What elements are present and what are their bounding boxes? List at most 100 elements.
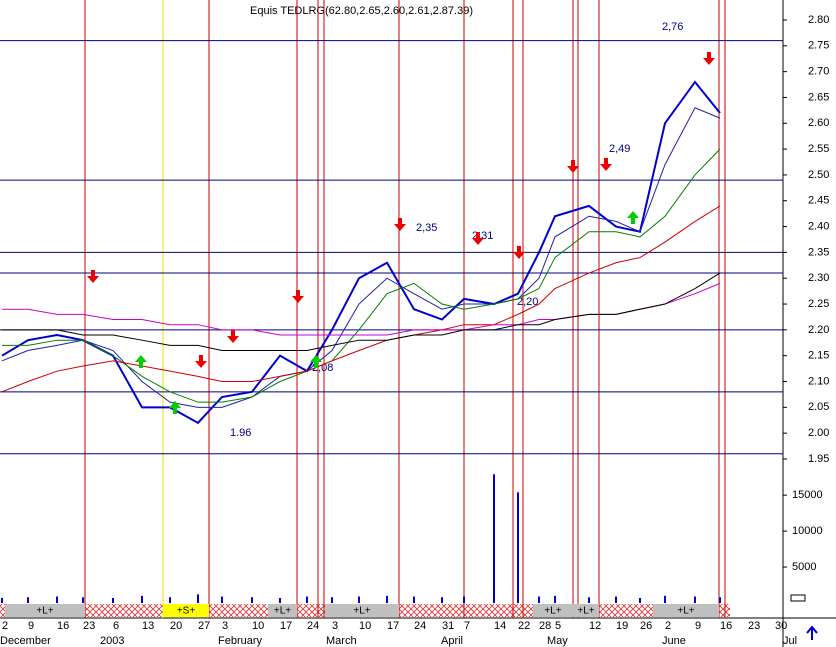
volume-bar [694, 596, 696, 603]
x-tick-label: 28 [539, 620, 551, 632]
volume-bar [615, 596, 617, 603]
y-tick-label: 2.65 [808, 91, 829, 103]
volume-bar [56, 596, 58, 603]
x-tick-label: 20 [170, 620, 182, 632]
y-tick-label: 2.40 [808, 220, 829, 232]
sell-arrow [195, 355, 207, 368]
volume-bar [141, 595, 143, 603]
y2-tick-label: 10000 [792, 525, 823, 537]
signal-label: +S+ [177, 606, 196, 617]
volume-bar [554, 595, 556, 603]
x-tick-label: 7 [464, 620, 470, 632]
volume-bar [441, 597, 443, 603]
y2-tick-label: 5000 [792, 561, 816, 573]
signal-box [325, 604, 399, 617]
x-tick-label: 30 [775, 620, 787, 632]
x-tick-label: 23 [83, 620, 95, 632]
month-label: December [0, 635, 51, 647]
y-tick-label: 2.35 [808, 246, 829, 258]
price-line [1, 80, 721, 425]
x-tick-label: 31 [442, 620, 454, 632]
volume-bar [221, 596, 223, 603]
volume-bar [279, 597, 281, 603]
x-tick-label: 12 [589, 620, 601, 632]
volume-bar [463, 596, 465, 603]
month-label: March [326, 635, 357, 647]
x-tick-label: 14 [494, 620, 506, 632]
x-tick-label: 9 [28, 620, 34, 632]
volume-bar [1, 597, 3, 603]
month-label: 2003 [100, 635, 124, 647]
month-label: May [547, 635, 568, 647]
x-tick-label: 17 [387, 620, 399, 632]
volume-bar [413, 596, 415, 603]
y-tick-label: 2.50 [808, 169, 829, 181]
x-tick-label: 2 [2, 620, 8, 632]
volume-bar [27, 597, 29, 603]
signal-label: +L+ [274, 606, 291, 617]
x-tick-label: 10 [359, 620, 371, 632]
volume-bar [493, 474, 495, 603]
x-tick-label: 16 [57, 620, 69, 632]
month-label: February [218, 635, 263, 647]
x-tick-label: 3 [222, 620, 228, 632]
x-tick-label: 16 [720, 620, 732, 632]
scroll-arrow[interactable] [806, 625, 818, 640]
buy-arrow [135, 355, 147, 368]
level-label: 2,35 [416, 222, 437, 234]
x-tick-label: 23 [748, 620, 760, 632]
y-tick-label: 1.95 [808, 453, 829, 465]
y-tick-label: 2.20 [808, 324, 829, 336]
x-tick-label: 6 [113, 620, 119, 632]
month-label: June [662, 635, 686, 647]
y-tick-label: 2.75 [808, 40, 829, 52]
signal-box [268, 604, 297, 617]
y-tick-label: 2.15 [808, 350, 829, 362]
x-tick-label: 24 [414, 620, 426, 632]
signal-label: +L+ [544, 606, 561, 617]
buy-arrow [169, 401, 181, 414]
volume-bar [82, 597, 84, 603]
signal-box [5, 604, 85, 617]
x-tick-label: 2 [665, 620, 671, 632]
y-tick-label: 2.05 [808, 401, 829, 413]
volume-bar [306, 596, 308, 603]
volume-bar [358, 596, 360, 603]
x-tick-label: 5 [555, 620, 561, 632]
level-label: 1.96 [230, 427, 251, 439]
moving-average [1, 205, 721, 393]
moving-average [2, 272, 721, 352]
x-tick-label: 27 [198, 620, 210, 632]
y-tick-label: 2.70 [808, 66, 829, 78]
month-label: Jul [783, 635, 797, 647]
x-tick-label: 13 [142, 620, 154, 632]
signal-label: +L+ [353, 606, 370, 617]
y-tick-label: 2.00 [808, 427, 829, 439]
x-tick-label: 19 [616, 620, 628, 632]
y-tick-label: 2.10 [808, 375, 829, 387]
month-label: April [441, 635, 463, 647]
sell-arrow [227, 330, 239, 343]
y2-tick-label: 15000 [792, 489, 823, 501]
moving-average [2, 148, 721, 403]
sell-arrow [292, 290, 304, 303]
volume-bar [664, 595, 666, 603]
volume-bar [197, 594, 199, 603]
sell-arrow [394, 218, 406, 231]
volume-bar [588, 597, 590, 603]
volume-bar [112, 597, 114, 603]
signal-label: +L+ [577, 606, 594, 617]
x-tick-label: 17 [280, 620, 292, 632]
x-tick-label: 24 [307, 620, 319, 632]
volume-bar [251, 597, 253, 603]
x-tick-label: 10 [252, 620, 264, 632]
sell-arrow [87, 270, 99, 283]
signal-box [163, 604, 209, 617]
level-label: 2,20 [517, 296, 538, 308]
x-tick-label: 3 [332, 620, 338, 632]
sell-arrow [567, 160, 579, 173]
chart-title: Equis TEDLRG(62.80,2.65,2.60,2.61,2.87.3… [250, 5, 473, 17]
signal-box [573, 604, 599, 617]
scroll-box [790, 594, 806, 602]
